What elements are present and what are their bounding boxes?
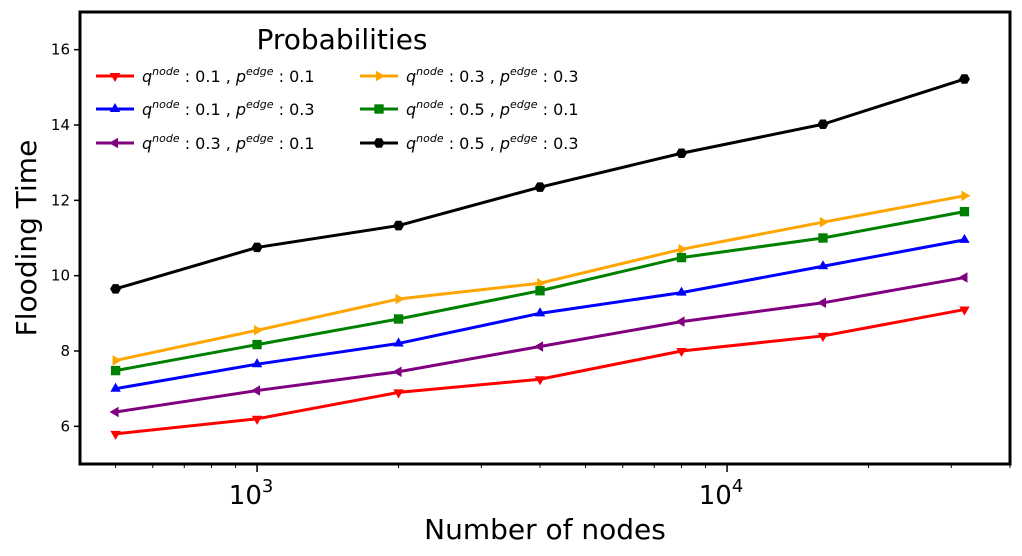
data-point [534,182,546,192]
data-point [251,358,263,368]
y-tick-label: 8 [60,342,70,360]
series-line [115,308,965,436]
data-point [110,430,121,440]
legend-label: qnode : 0.1 , pedge : 0.1 [142,65,315,86]
series-4 [112,190,971,366]
data-point [676,148,687,159]
series-5 [110,206,970,376]
data-point [112,355,122,366]
y-tick-label: 14 [51,116,70,134]
data-point [534,376,546,386]
legend-label: qnode : 0.3 , pedge : 0.1 [142,132,315,153]
series-1 [110,306,970,440]
data-point [959,206,970,217]
legend-swatch-marker [108,137,119,149]
data-point [537,277,547,289]
data-point [251,415,263,425]
ticks-layer: 6 8 10 12 14 16 103 104 [51,41,1011,511]
y-tick-label: 10 [51,267,70,285]
data-point [393,220,405,231]
data-point [678,244,688,255]
data-point [535,286,545,296]
legend-swatch-marker [375,70,386,82]
data-point [817,332,829,342]
data-point [818,233,828,243]
data-point [251,385,261,396]
series-layer [109,74,971,440]
data-point [676,347,687,358]
data-point [819,216,830,228]
legend-swatch-marker [109,102,121,113]
data-point [676,286,687,296]
y-tick-label: 12 [51,191,70,209]
data-point [109,406,119,418]
data-point [958,272,968,283]
data-point [959,233,970,243]
data-point [676,252,687,263]
data-point [395,293,405,305]
data-point [534,307,546,317]
legend-swatch-marker [374,104,384,114]
legend-label: qnode : 0.5 , pedge : 0.3 [406,132,579,153]
y-tick-label: 6 [60,417,70,435]
data-point [110,382,121,392]
data-point [961,190,971,202]
y-axis-title: Flooding Time [10,140,43,337]
data-point [110,365,121,376]
legend-label: qnode : 0.1 , pedge : 0.3 [142,98,315,119]
y-tick-label: 16 [51,41,70,59]
data-point [817,119,829,130]
data-point [958,74,970,84]
legend-label: qnode : 0.3 , pedge : 0.3 [406,65,579,86]
x-tick-label: 104 [699,476,744,511]
data-point [959,306,970,316]
data-point [817,260,829,270]
legend-item: qnode : 0.1 , pedge : 0.1 [96,65,315,86]
series-2 [110,233,970,392]
legend-item: qnode : 0.1 , pedge : 0.3 [96,98,315,119]
x-axis-title: Number of nodes [424,513,666,546]
legend-swatch-marker [373,138,385,148]
plot-frame [78,10,1012,466]
series-6 [110,74,970,294]
legend-item: qnode : 0.3 , pedge : 0.1 [96,132,315,153]
data-point [254,325,264,336]
legend-label: qnode : 0.5 , pedge : 0.1 [406,98,579,119]
data-point [393,389,404,399]
data-point [392,366,402,377]
legend-item: qnode : 0.5 , pedge : 0.3 [360,132,579,153]
data-point [393,314,404,324]
legend-title: Probabilities [256,23,427,56]
x-tick-label: 103 [229,476,274,511]
legend-swatch-marker [109,72,121,83]
legend-item: qnode : 0.5 , pedge : 0.1 [360,98,579,119]
data-point [251,242,263,253]
data-point [675,316,685,327]
data-point [252,339,262,350]
series-3 [109,272,968,418]
data-point [110,284,122,294]
data-point [533,341,544,352]
series-line [115,194,965,362]
legend-item: qnode : 0.3 , pedge : 0.3 [360,65,579,86]
legend: Probabilities qnode : 0.1 , pedge : 0.1 qn… [96,23,579,153]
data-point [393,337,404,347]
data-point [816,297,826,309]
